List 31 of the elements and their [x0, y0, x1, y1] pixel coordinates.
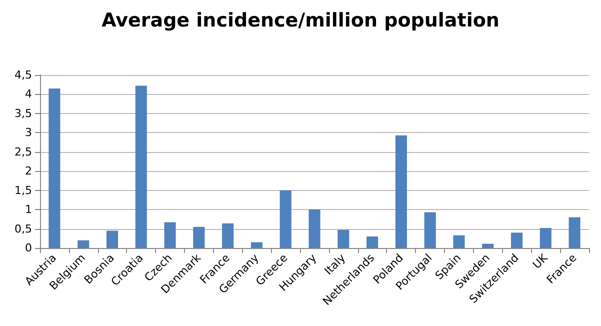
bar: [222, 223, 234, 248]
bar: [106, 230, 118, 248]
x-tick-label: UK: [530, 250, 551, 272]
y-tick-label: 0,5: [14, 222, 32, 236]
bar: [308, 210, 320, 248]
y-tick-label: 1,5: [14, 184, 32, 197]
y-tick-label: 3,5: [14, 106, 32, 120]
y-tick-label: 2,5: [14, 145, 32, 158]
chart-title: Average incidence/million population: [102, 10, 500, 32]
bar: [568, 217, 580, 248]
bar: [510, 232, 523, 248]
bar: [164, 222, 176, 248]
y-tick-label: 1: [25, 203, 32, 216]
bar: [453, 235, 465, 248]
bar: [395, 135, 407, 248]
y-tick-label: 4,5: [14, 68, 32, 82]
bar: [424, 212, 436, 248]
y-tick-label: 0: [25, 242, 32, 254]
bar: [250, 242, 262, 248]
bar: [48, 88, 60, 248]
y-tick-label: 4: [25, 88, 32, 101]
bar: [193, 226, 205, 248]
bar: [482, 244, 494, 248]
bar: [135, 86, 147, 248]
bar: [78, 240, 90, 248]
bar: [338, 230, 350, 248]
y-tick-label: 2: [25, 164, 32, 178]
bar: [366, 236, 378, 248]
y-tick-label: 3: [25, 126, 32, 140]
bar: [280, 190, 292, 248]
bar: [540, 228, 552, 248]
